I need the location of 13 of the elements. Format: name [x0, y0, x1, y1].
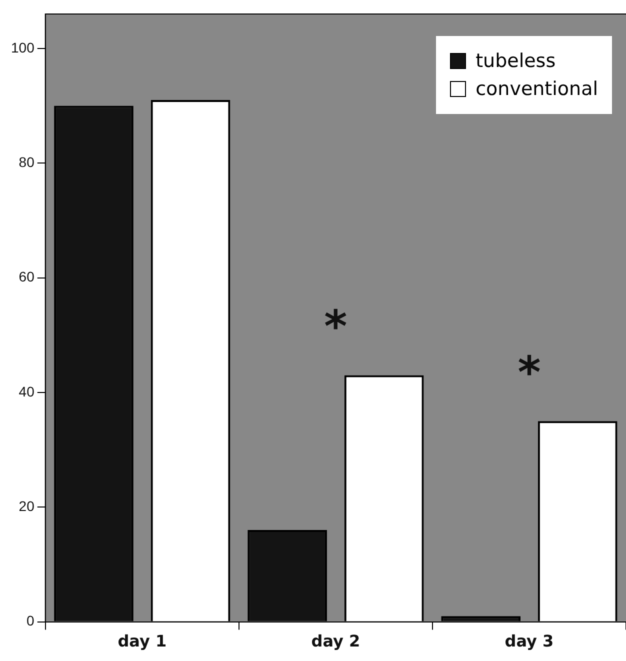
y-tick-label: 100 — [11, 39, 35, 56]
y-tick-label: 80 — [18, 154, 35, 170]
legend-label: conventional — [476, 78, 598, 100]
y-tick-label: 20 — [18, 498, 35, 514]
y-tick-label: 60 — [18, 268, 35, 285]
annotation: * — [324, 302, 348, 353]
y-tick-label: 40 — [18, 383, 35, 400]
y-tick-label: 0 — [26, 612, 35, 629]
x-tick-label: day 1 — [118, 632, 167, 651]
x-tick-label: day 2 — [311, 632, 360, 651]
annotation: * — [518, 348, 541, 399]
x-tick-label: day 3 — [504, 632, 554, 651]
legend-label: tubeless — [476, 50, 556, 72]
